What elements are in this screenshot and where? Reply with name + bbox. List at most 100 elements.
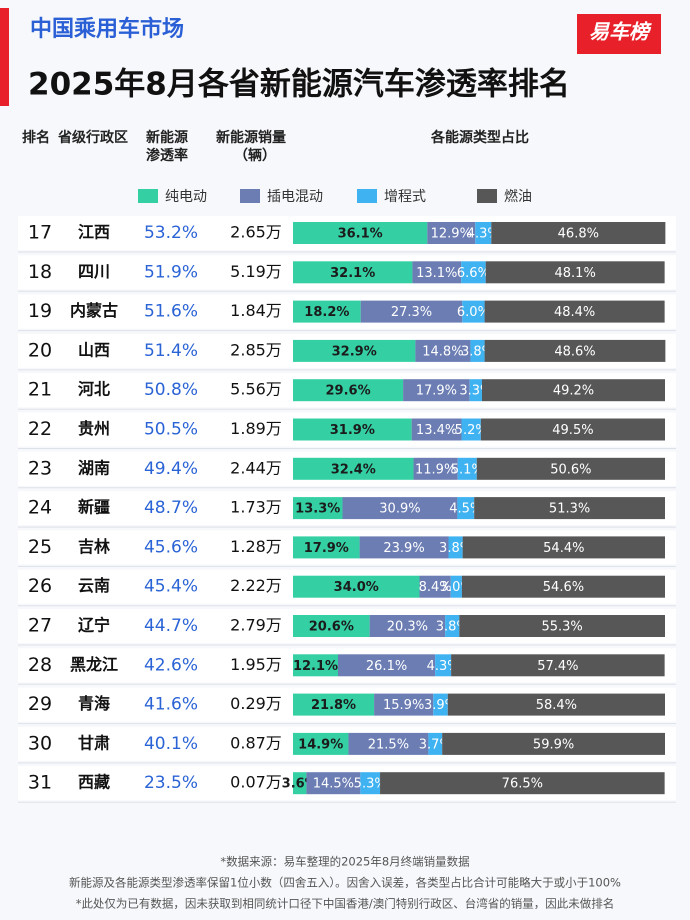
legend-label: 插电混动 [267, 189, 323, 205]
province: 云南 [78, 576, 110, 595]
rank: 24 [28, 497, 52, 519]
bar-value-label: 51.3% [549, 502, 590, 517]
bar-segment [476, 457, 665, 480]
bar-segment [461, 418, 481, 441]
penetration: 51.4% [144, 341, 198, 361]
bar-segment [342, 497, 458, 520]
bar-value-label: 32.1% [330, 266, 375, 281]
province: 江西 [78, 223, 110, 242]
bar-segment [359, 536, 449, 559]
bar-segment [293, 536, 360, 559]
rank: 30 [28, 732, 52, 754]
bar-segment [457, 457, 477, 480]
legend-swatch [477, 189, 497, 203]
bar-segment [293, 654, 339, 677]
column-header: 新能源 [146, 129, 188, 146]
column-header: 省级行政区 [57, 129, 128, 146]
bar-segment [435, 654, 452, 677]
bar-segment [293, 772, 307, 795]
bar-segment [415, 339, 471, 362]
bar-value-label: 48.1% [555, 266, 596, 281]
logo-box [577, 14, 661, 54]
province: 河北 [78, 380, 110, 399]
bar-segment [459, 615, 665, 637]
rank: 18 [28, 261, 52, 283]
province: 内蒙古 [70, 301, 118, 320]
sales: 0.07万 [230, 773, 282, 792]
province: 吉林 [78, 537, 110, 556]
bar-value-label: 4.5% [449, 502, 482, 517]
rank: 17 [28, 222, 52, 244]
bar-segment [293, 693, 375, 716]
penetration: 50.8% [144, 380, 198, 400]
province: 贵州 [78, 419, 110, 438]
bar-segment [348, 732, 429, 755]
bar-segment [474, 497, 665, 520]
bar-segment [447, 693, 665, 716]
bar-value-label: 29.6% [326, 384, 371, 399]
bar-value-label: 6.0% [457, 305, 490, 320]
sales: 5.19万 [230, 262, 282, 281]
title: 2025年8月各省新能源汽车渗透率排名 [28, 67, 570, 103]
rank: 20 [28, 339, 52, 361]
penetration: 51.9% [144, 262, 198, 282]
bar-segment [338, 654, 436, 677]
rank: 23 [28, 457, 52, 479]
penetration: 48.7% [144, 498, 198, 518]
bar-value-label: 58.4% [536, 698, 577, 713]
bar-value-label: 15.9% [383, 698, 424, 713]
bar-value-label: 20.6% [309, 620, 354, 635]
bar-value-label: 57.4% [537, 659, 578, 674]
bar-segment [484, 300, 665, 323]
province: 山西 [78, 340, 110, 359]
bar-value-label: 14.9% [298, 737, 343, 752]
bar-segment [475, 222, 492, 244]
bar-value-label: 36.1% [338, 227, 383, 242]
province: 甘肃 [78, 733, 110, 752]
bar-value-label: 27.3% [391, 305, 432, 320]
province: 青海 [78, 694, 110, 713]
bar-value-label: 14.8% [422, 344, 463, 359]
penetration: 42.6% [144, 655, 198, 675]
penetration: 40.1% [144, 734, 198, 754]
rank: 26 [28, 575, 52, 597]
bar-segment [462, 536, 665, 559]
bar-segment [369, 615, 446, 637]
column-header: 排名 [22, 129, 50, 146]
bar-segment [380, 772, 665, 795]
bar-value-label: 12.9% [431, 227, 472, 242]
bar-segment [485, 261, 665, 284]
bar-segment [433, 693, 448, 716]
bar-segment [442, 732, 665, 755]
rank: 29 [28, 693, 52, 715]
penetration: 49.4% [144, 459, 198, 479]
sales: 1.89万 [230, 419, 282, 438]
bar-value-label: 76.5% [502, 777, 543, 792]
bar-segment [360, 300, 463, 323]
bar-segment [293, 222, 428, 244]
logo: 易车榜 [589, 20, 652, 44]
bar-segment [469, 379, 482, 402]
sales: 1.95万 [230, 655, 282, 674]
bar-value-label: 17.9% [416, 384, 457, 399]
bar-segment [461, 261, 486, 284]
bar-value-label: 26.1% [366, 659, 407, 674]
bar-value-label: 12.1% [293, 659, 338, 674]
penetration: 50.5% [144, 420, 198, 440]
bar-value-label: 6.6% [457, 266, 490, 281]
bar-segment [428, 732, 443, 755]
sales: 1.84万 [230, 301, 282, 320]
bar-value-label: 20.3% [387, 620, 428, 635]
legend-swatch [240, 189, 260, 203]
bar-segment [413, 457, 458, 480]
bar-segment [360, 772, 381, 795]
bar-value-label: 17.9% [304, 541, 349, 556]
bar-segment [411, 418, 462, 441]
province: 辽宁 [78, 616, 110, 635]
bar-value-label: 50.6% [550, 462, 591, 477]
legend-label: 燃油 [504, 188, 532, 205]
bar-value-label: 49.2% [553, 384, 594, 399]
bar-value-label: 8.4% [419, 580, 452, 595]
sales: 5.56万 [230, 380, 282, 399]
